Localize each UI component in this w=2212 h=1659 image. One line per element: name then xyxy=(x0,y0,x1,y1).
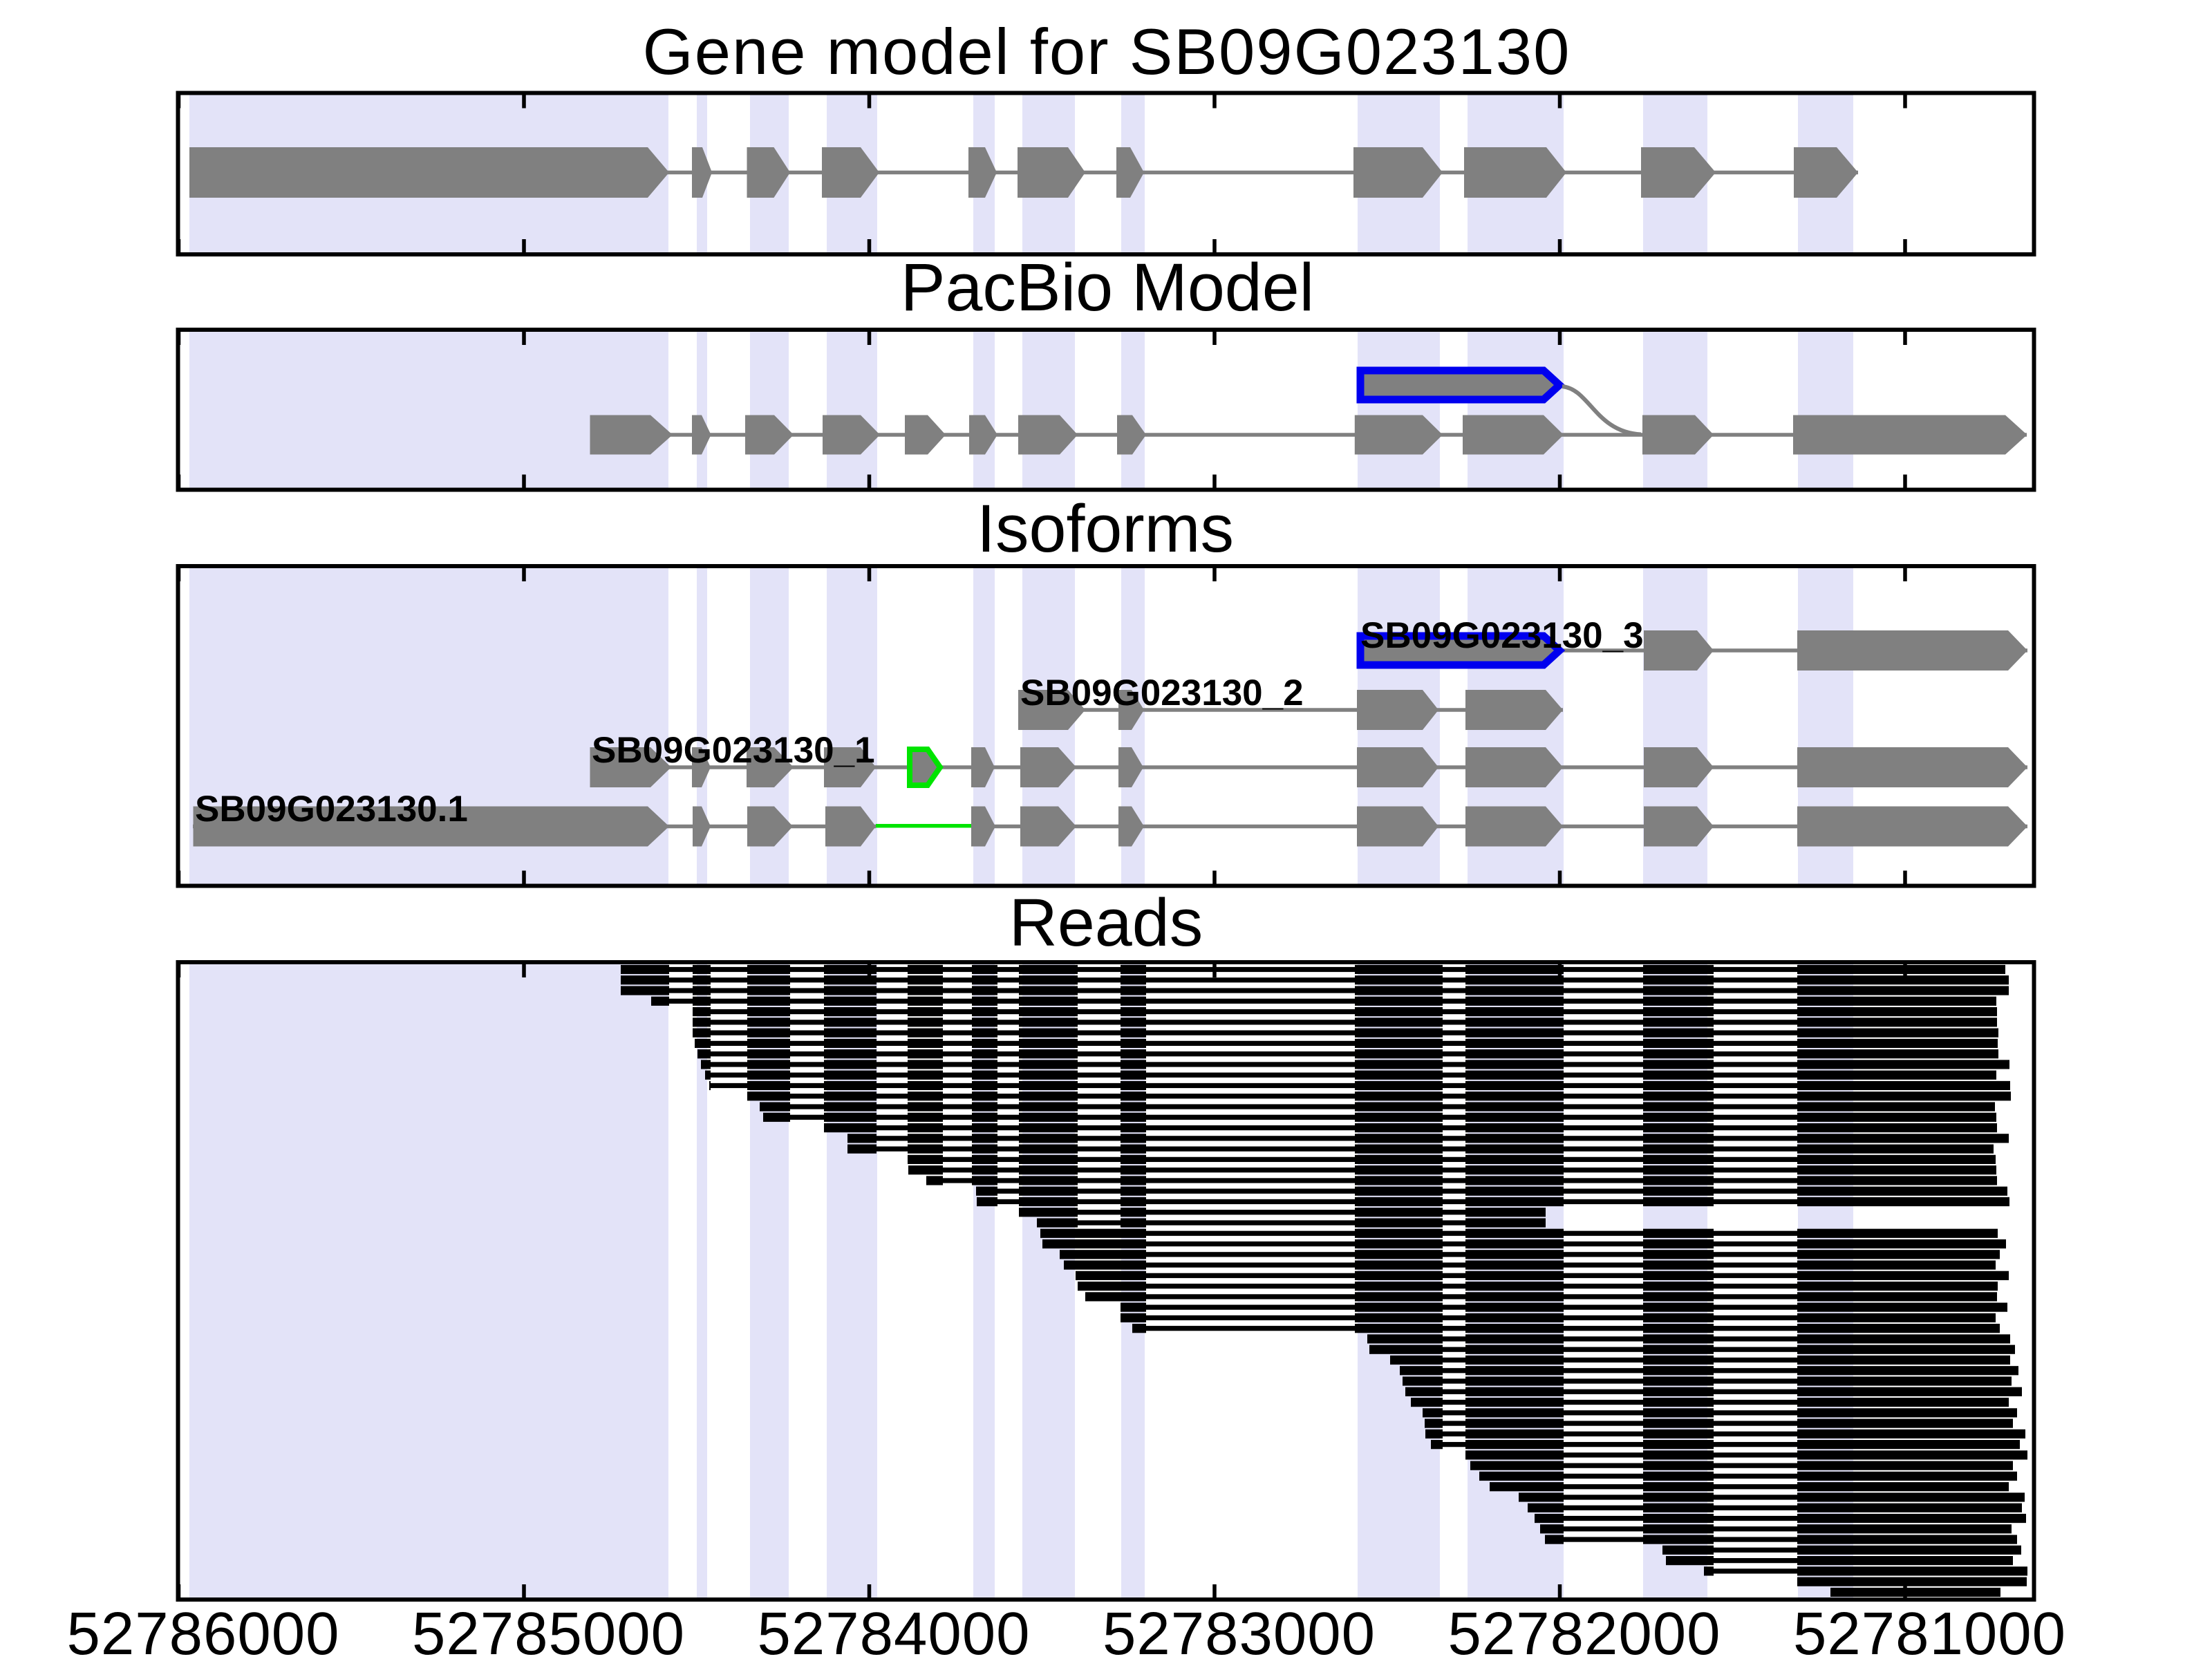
svg-text:52781000: 52781000 xyxy=(1793,1600,2066,1659)
svg-text:52786000: 52786000 xyxy=(66,1600,339,1659)
svg-text:52784000: 52784000 xyxy=(757,1600,1030,1659)
svg-text:Gene model for SB09G023130: Gene model for SB09G023130 xyxy=(643,15,1571,88)
svg-text:52785000: 52785000 xyxy=(412,1600,685,1659)
svg-text:52783000: 52783000 xyxy=(1103,1600,1376,1659)
svg-text:SB09G023130_3: SB09G023130_3 xyxy=(1360,615,1644,656)
svg-text:SB09G023130.1: SB09G023130.1 xyxy=(195,789,468,830)
svg-text:SB09G023130_1: SB09G023130_1 xyxy=(592,730,875,771)
svg-text:Isoforms: Isoforms xyxy=(977,491,1234,566)
svg-text:Reads: Reads xyxy=(1009,885,1203,960)
svg-text:SB09G023130_2: SB09G023130_2 xyxy=(1020,673,1304,713)
svg-text:PacBio Model: PacBio Model xyxy=(901,250,1314,325)
svg-text:52782000: 52782000 xyxy=(1447,1600,1721,1659)
